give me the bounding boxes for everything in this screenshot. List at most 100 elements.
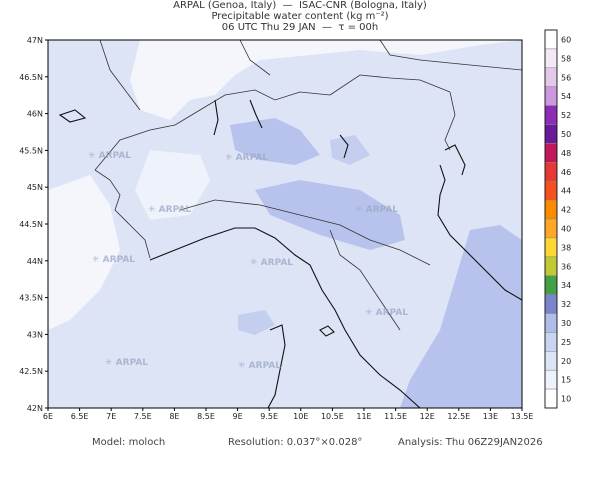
colorbar-swatch: [544, 180, 558, 201]
map-plot-area: ✳ ARPAL ✳ ARPAL ✳ ARPAL ✳ ARPAL ✳ ARPAL ✳ ARP…: [47, 39, 523, 409]
colorbar-swatch: [544, 67, 558, 87]
lat-label: 46.5N: [19, 73, 43, 82]
lake-como: [249, 99, 263, 129]
border-france-italy: [94, 169, 151, 259]
pw-mid-area-adriatic: [400, 225, 522, 408]
lake-geneva: [58, 109, 87, 123]
lon-label: 6.5E: [71, 412, 89, 421]
arpal-watermark: ✳ ARPAL: [250, 258, 293, 268]
colorbar-label: 30: [561, 319, 571, 328]
arpal-watermark: ✳ ARPAL: [105, 358, 148, 368]
lat-label: 44N: [27, 257, 43, 266]
colorbar-label: 60: [561, 35, 571, 44]
lon-label: 6E: [43, 412, 53, 421]
longitude-axis: 6E 6.5E 7E 7.5E 8E 8.5E 9E 9.5E 10E 10.5E 11E 11.5E…: [43, 408, 534, 421]
lon-label: 7.5E: [134, 412, 152, 421]
border-switzerland-italy: [94, 89, 331, 171]
colorbar-label: 44: [561, 187, 571, 196]
colorbar-label: 54: [561, 92, 571, 101]
colorbar-swatch: [544, 105, 558, 125]
pw-mid-area-lombardy: [230, 118, 320, 165]
colorbar-swatch: [544, 124, 558, 144]
lat-label: 47N: [27, 36, 43, 45]
lat-label: 42N: [27, 404, 43, 413]
colorbar-label: 15: [561, 376, 571, 385]
colorbar-frame: [544, 29, 558, 409]
colorbar-label: 40: [561, 224, 571, 233]
footer-resolution: Resolution: 0.037°×0.028°: [228, 437, 363, 448]
lat-label: 45.5N: [19, 146, 43, 155]
pw-low-area-west: [48, 175, 120, 330]
ligurian-coast: [149, 227, 421, 408]
colorbar-label: 56: [561, 73, 571, 82]
lon-label: 8E: [169, 412, 179, 421]
footer-model: Model: moloch: [92, 437, 166, 448]
colorbar-label: 52: [561, 111, 571, 120]
colorbar-swatch: [544, 351, 558, 371]
colorbar-label: 38: [561, 243, 571, 252]
lon-label: 7E: [106, 412, 116, 421]
lon-label: 13.5E: [511, 412, 534, 421]
pw-mid-area-veneto: [330, 135, 370, 165]
lat-label: 43.5N: [19, 294, 43, 303]
adriatic-coast: [437, 164, 522, 301]
colorbar-swatch: [544, 294, 558, 314]
coastlines: [58, 99, 522, 408]
lon-label: 10.5E: [321, 412, 344, 421]
lon-label: 11.5E: [384, 412, 407, 421]
colorbar-swatch: [544, 162, 558, 182]
lat-label: 42.5N: [19, 367, 43, 376]
footer-analysis: Analysis: Thu 06Z29JAN2026: [398, 437, 543, 448]
colorbar-swatch: [544, 143, 558, 163]
lat-label: 43N: [27, 330, 43, 339]
colorbar-label: 50: [561, 130, 571, 139]
colorbar-swatch: [544, 199, 558, 220]
colorbar-label: 25: [561, 338, 571, 347]
colorbar-label: 58: [561, 54, 571, 63]
colorbar-label: 32: [561, 300, 571, 309]
arpal-watermark: ✳ ARPAL: [365, 308, 408, 318]
colorbar-label: 42: [561, 206, 571, 215]
lon-label: 10E: [293, 412, 308, 421]
arpal-watermark: ✳ ARPAL: [88, 151, 131, 161]
arpal-watermark: ✳ ARPAL: [148, 205, 191, 215]
arpal-watermark: ✳ ARPAL: [225, 153, 268, 163]
colorbar-swatch: [544, 388, 558, 409]
colorbar-swatch: [544, 313, 558, 333]
map-footer: Model: moloch Resolution: 0.037°×0.028° …: [0, 437, 600, 481]
colorbar-label: 34: [561, 281, 571, 290]
border-austria-italy: [329, 74, 451, 96]
lon-label: 12E: [420, 412, 435, 421]
map-figure: ✳ ARPAL ✳ ARPAL ✳ ARPAL ✳ ARPAL ✳ ARPAL ✳ ARP…: [19, 29, 571, 421]
lake-garda: [339, 134, 349, 159]
arpal-watermark: ✳ ARPAL: [92, 255, 135, 265]
border-slovenia: [444, 91, 456, 151]
lon-label: 8.5E: [197, 412, 215, 421]
colorbar-swatch: [544, 256, 558, 276]
colorbar-swatch: [544, 218, 558, 239]
arpal-watermark: ✳ ARPAL: [238, 361, 281, 371]
pw-mid-area-po: [255, 180, 405, 250]
lat-label: 45N: [27, 183, 43, 192]
border-regions: [179, 199, 431, 331]
istria-coast: [444, 144, 466, 176]
pw-mid-area-sea: [238, 310, 275, 335]
lat-label: 44.5N: [19, 220, 43, 229]
header-credits: ARPAL (Genoa, Italy) — ISAC-CNR (Bologna…: [173, 0, 427, 11]
lon-label: 9.5E: [260, 412, 278, 421]
lat-label: 46N: [27, 110, 43, 119]
colorbar: 60 58 56 54 52 50 48 46 44 42 40 38 36 34 32 30 25 20 15 10: [544, 29, 571, 409]
lon-label: 11E: [356, 412, 371, 421]
header-variable: Precipitable water content (kg m⁻²): [211, 11, 389, 22]
colorbar-swatch: [544, 332, 558, 352]
pw-field: [48, 40, 522, 408]
colorbar-label: 48: [561, 149, 571, 158]
lake-maggiore: [213, 99, 219, 136]
latitude-axis: 47N 46.5N 46N 45.5N 45N 44.5N 44N 43.5N 43N 42.5N…: [19, 36, 48, 413]
map-header: ARPAL (Genoa, Italy) — ISAC-CNR (Bologna…: [0, 0, 600, 33]
colorbar-swatch: [544, 86, 558, 106]
colorbar-swatch: [544, 237, 558, 258]
colorbar-label: 20: [561, 357, 571, 366]
colorbar-label: 36: [561, 262, 571, 271]
pw-low-area-plain: [135, 150, 210, 220]
